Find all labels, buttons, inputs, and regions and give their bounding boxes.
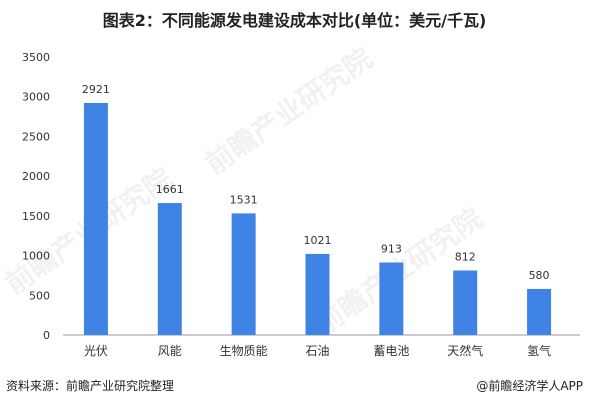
y-tick-label: 3000 [22, 91, 50, 104]
x-axis-labels: 光伏 风能 生物质能 石油 蓄电池 天然气 氢气 [84, 343, 551, 358]
brand-note: @前瞻经济学人APP [476, 379, 583, 393]
x-tick-label: 风能 [158, 344, 182, 358]
x-tick-label: 天然气 [447, 343, 483, 358]
bar [305, 253, 330, 335]
y-tick-label: 1000 [22, 250, 50, 263]
bar-value-label: 580 [529, 269, 550, 282]
bar [527, 288, 552, 335]
y-tick-label: 0 [43, 329, 50, 342]
bar [231, 213, 256, 335]
bar [157, 203, 182, 335]
chart-title: 图表2：不同能源发电建设成本对比(单位：美元/千瓦) [102, 11, 487, 30]
bar [379, 262, 404, 335]
bar-value-label: 2921 [82, 83, 110, 96]
x-tick-label: 石油 [305, 344, 329, 358]
bars [83, 102, 552, 336]
bar [83, 102, 108, 336]
x-tick-label: 蓄电池 [373, 344, 409, 358]
bar-value-label: 812 [455, 251, 476, 264]
bar-value-label: 1531 [230, 193, 258, 206]
bar [453, 270, 478, 335]
bar-value-label: 913 [381, 242, 402, 255]
y-tick-label: 500 [29, 289, 50, 302]
x-tick-label: 氢气 [527, 343, 551, 358]
x-tick-label: 生物质能 [220, 344, 268, 358]
value-labels: 2921 1661 1531 1021 913 812 580 [82, 83, 550, 282]
y-tick-label: 2500 [22, 130, 50, 143]
bar-value-label: 1021 [304, 234, 332, 247]
y-tick-label: 3500 [22, 51, 50, 64]
y-axis-ticks: 0 500 1000 1500 2000 2500 3000 3500 [22, 51, 50, 342]
source-note: 资料来源：前瞻产业研究院整理 [6, 379, 175, 393]
bar-value-label: 1661 [156, 183, 184, 196]
x-tick-label: 光伏 [84, 344, 108, 358]
y-tick-label: 1500 [22, 210, 50, 223]
y-tick-label: 2000 [22, 170, 50, 183]
